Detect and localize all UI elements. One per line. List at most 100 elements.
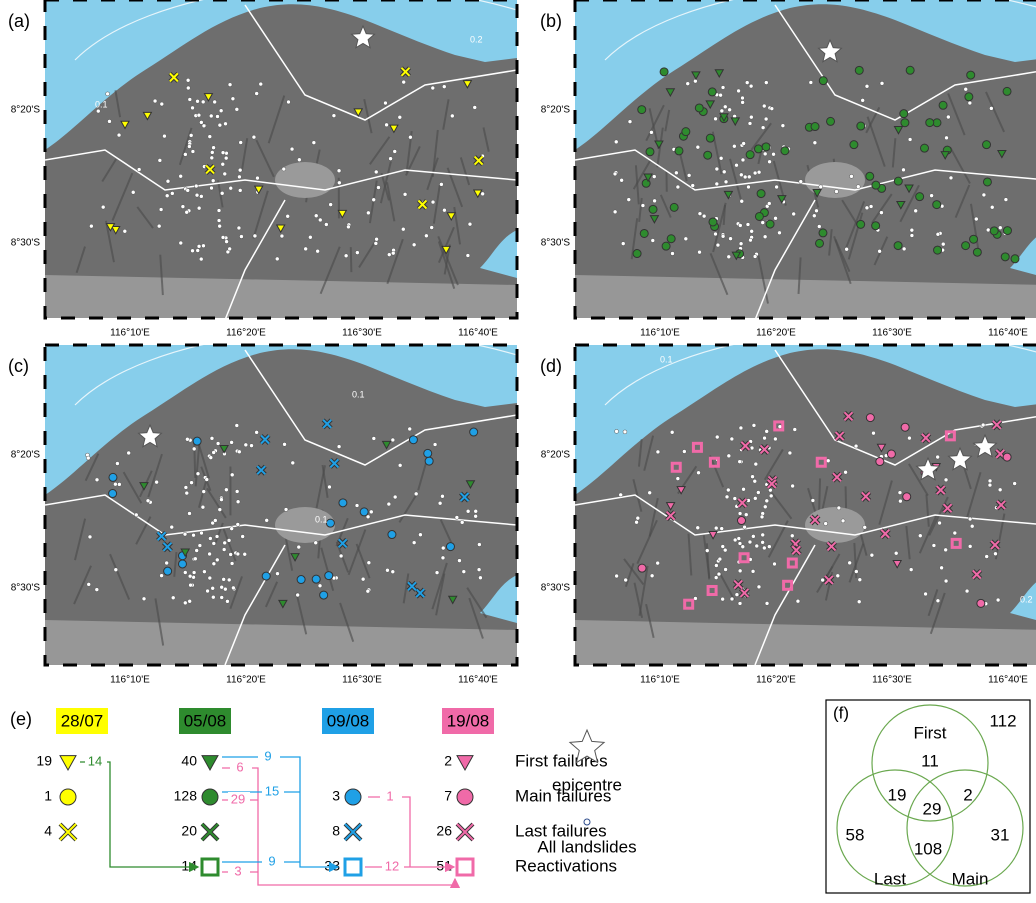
landslide-dot	[968, 517, 972, 521]
landslide-dot	[127, 451, 131, 455]
main-failure-symbol	[706, 134, 714, 142]
landslide-dot	[1004, 198, 1008, 202]
landslide-dot	[184, 485, 188, 489]
main-failure-symbol	[962, 242, 970, 250]
landslide-dot	[160, 102, 164, 106]
landslide-dot	[741, 158, 745, 162]
main-failure-symbol	[320, 591, 328, 599]
landslide-dot	[989, 106, 993, 110]
landslide-dot	[781, 124, 785, 128]
x-tick-label: 116°40'E	[988, 675, 1028, 686]
landslide-dot	[756, 491, 760, 495]
landslide-dot	[170, 191, 174, 195]
landslide-dot	[166, 179, 170, 183]
landslide-dot	[210, 436, 214, 440]
panel-label: (c)	[8, 356, 29, 376]
main-failure-symbol	[708, 88, 716, 96]
landslide-dot	[196, 472, 200, 476]
main-failure-symbol	[662, 242, 670, 250]
landslide-dot	[770, 107, 774, 111]
landslide-dot	[478, 576, 482, 580]
landslide-dot	[101, 205, 105, 209]
landslide-dot	[754, 462, 758, 466]
panel-label: (a)	[8, 11, 30, 31]
landslide-dot	[775, 185, 779, 189]
landslide-dot	[212, 562, 216, 566]
landslide-dot	[824, 522, 828, 526]
main-failure-symbol	[633, 250, 641, 258]
main-failure-symbol	[872, 222, 880, 230]
date-label: 28/07	[61, 711, 104, 730]
x-tick-label: 116°30'E	[342, 675, 382, 686]
landslide-dot	[209, 456, 213, 460]
landslide-dot	[199, 120, 203, 124]
landslide-dot	[372, 198, 376, 202]
landslide-dot	[210, 156, 214, 160]
landslide-dot	[773, 437, 777, 441]
landslide-dot	[186, 188, 190, 192]
landslide-dot	[202, 570, 206, 574]
landslide-dot	[170, 525, 174, 529]
last-failure-symbol	[257, 466, 265, 474]
landslide-dot	[686, 82, 690, 86]
landslide-dot	[442, 85, 446, 89]
landslide-dot	[165, 194, 169, 198]
set-label: First	[913, 723, 946, 742]
landslide-dot	[968, 101, 972, 105]
landslide-dot	[696, 526, 700, 530]
main-failure-symbol	[894, 242, 902, 250]
main-failure-symbol	[757, 190, 765, 198]
landslide-dot	[985, 555, 989, 559]
landslide-dot	[238, 188, 242, 192]
landslide-dot	[745, 81, 749, 85]
last-failure-symbol	[973, 570, 981, 578]
landslide-dot	[199, 194, 203, 198]
contour-label: 0.1	[95, 99, 108, 109]
landslide-dot	[720, 109, 724, 113]
landslide-dot	[739, 173, 743, 177]
landslide-dot	[286, 214, 290, 218]
landslide-dot	[218, 123, 222, 127]
landslide-dot	[215, 535, 219, 539]
landslide-dot	[188, 574, 192, 578]
landslide-dot	[201, 100, 205, 104]
landslide-dot	[95, 588, 99, 592]
landslide-dot	[282, 167, 286, 171]
landslide-dot	[615, 429, 619, 433]
landslide-dot	[844, 470, 848, 474]
x-fill	[345, 824, 361, 840]
landslide-dot	[620, 178, 624, 182]
landslide-dot	[993, 552, 997, 556]
landslide-dot	[228, 83, 232, 87]
landslide-dot	[918, 534, 922, 538]
landslide-dot	[440, 494, 444, 498]
landslide-dot	[765, 429, 769, 433]
landslide-dot	[861, 98, 865, 102]
landslide-dot	[821, 578, 825, 582]
main-failure-symbol	[325, 572, 333, 580]
landslide-dot	[253, 234, 257, 238]
landslide-dot	[763, 152, 767, 156]
y-tick-label: 8°30'S	[541, 238, 571, 249]
map-panel: 0.10.1	[45, 330, 517, 675]
landslide-dot	[225, 240, 229, 244]
landslide-dot	[211, 179, 215, 183]
landslide-dot	[211, 586, 215, 590]
landslide-dot	[337, 445, 341, 449]
y-tick-label: 8°20'S	[541, 105, 571, 116]
last-failure-symbol	[401, 68, 409, 76]
landslide-dot	[220, 585, 224, 589]
landslide-dot	[265, 518, 269, 522]
landslide-dot	[751, 534, 755, 538]
landslide-dot	[722, 170, 726, 174]
landslide-dot	[337, 181, 341, 185]
landslide-dot	[237, 175, 241, 179]
landslide-dot	[107, 119, 111, 123]
last-failure-symbol	[792, 546, 800, 554]
panel-label: (b)	[540, 11, 562, 31]
landslide-dot	[996, 598, 1000, 602]
landslide-dot	[215, 558, 219, 562]
main-failure-symbol	[178, 560, 186, 568]
landslide-dot	[730, 597, 734, 601]
reactivation-symbol	[345, 859, 361, 875]
